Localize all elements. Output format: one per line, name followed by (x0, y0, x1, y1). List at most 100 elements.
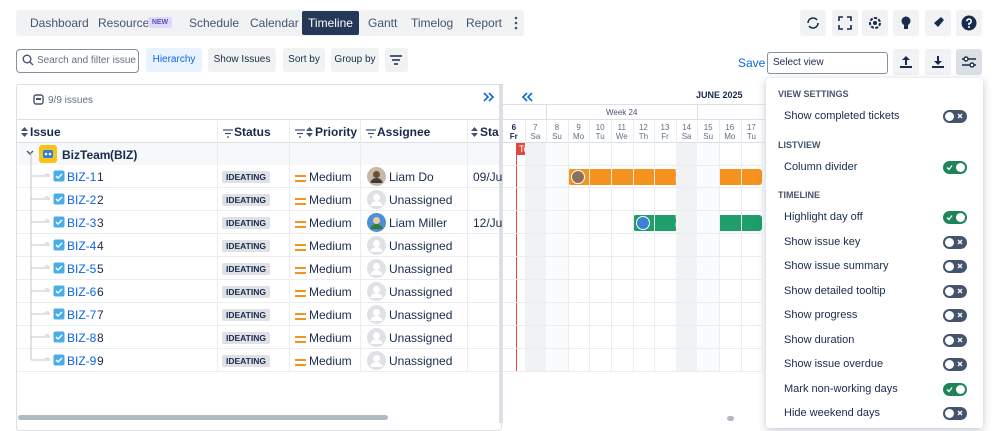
section-title: TIMELINE (778, 190, 820, 200)
setting-label: Column divider (784, 160, 858, 173)
tab[interactable]: Calendar (250, 16, 299, 30)
timeline-scrollbar[interactable] (727, 416, 734, 421)
issue-summary[interactable]: 3 (97, 216, 104, 230)
column-header[interactable]: Priority (315, 125, 358, 139)
tab[interactable]: Timeline (308, 16, 353, 30)
back-icon[interactable] (522, 92, 534, 102)
issue-summary[interactable]: 4 (97, 239, 104, 253)
tab[interactable]: Timelog (411, 16, 454, 30)
weekend-shade (697, 143, 719, 372)
issue-summary[interactable]: 5 (97, 262, 104, 276)
search-box[interactable] (16, 49, 139, 73)
tab[interactable]: Resource (98, 16, 150, 30)
download-button[interactable] (925, 49, 951, 75)
save-link[interactable]: Save (738, 56, 766, 70)
toolbar-button[interactable]: Sort by (283, 48, 325, 72)
day-divider (719, 120, 720, 372)
fullscreen-button[interactable] (832, 10, 858, 36)
splitter[interactable] (499, 84, 503, 423)
column-header[interactable]: Assignee (377, 125, 431, 139)
bar[interactable] (568, 169, 762, 185)
status-badge: IDEATING (222, 286, 270, 298)
issue-summary[interactable]: 1 (97, 170, 104, 184)
nav-bar (16, 10, 524, 36)
toggle[interactable] (943, 382, 967, 396)
priority-icon (295, 195, 306, 205)
bar-avatar (571, 170, 585, 184)
priority: Medium (309, 170, 352, 184)
column-header[interactable]: Issue (30, 125, 61, 139)
priority-icon (295, 241, 306, 251)
list-scrollbar[interactable] (18, 415, 388, 420)
column-header[interactable]: Sta (480, 125, 499, 139)
toggle[interactable] (943, 309, 967, 322)
toggle[interactable] (943, 110, 967, 123)
tab[interactable]: Dashboard (30, 16, 89, 30)
announce-button[interactable] (925, 10, 951, 36)
settings-button[interactable] (862, 10, 888, 36)
search-placeholder: Search and filter issue (37, 55, 136, 66)
issue-key[interactable]: BIZ-4 (67, 239, 97, 253)
team-icon (39, 145, 57, 163)
priority-icon (295, 172, 306, 182)
toolbar-button[interactable]: Show Issues (208, 48, 276, 72)
tab[interactable]: Report (466, 16, 503, 30)
issue-type-icon (53, 239, 65, 251)
assignee: Unassigned (389, 239, 453, 253)
issue-summary[interactable]: 7 (97, 308, 104, 322)
view-select[interactable] (767, 52, 888, 74)
issue-summary[interactable]: 8 (97, 331, 104, 345)
collapse-icon[interactable] (26, 150, 34, 156)
toggle[interactable] (943, 211, 967, 224)
issue-key[interactable]: BIZ-2 (67, 193, 97, 207)
toggle[interactable] (943, 160, 967, 174)
today-line (516, 143, 517, 372)
toggle[interactable] (943, 260, 967, 273)
column-header[interactable]: Status (234, 125, 271, 139)
toggle[interactable] (943, 284, 967, 298)
issue-key[interactable]: BIZ-6 (67, 285, 97, 299)
view-settings-button[interactable] (956, 49, 982, 75)
export-button[interactable] (893, 49, 919, 75)
day-number: 15 (703, 123, 713, 132)
priority: Medium (309, 239, 352, 253)
tab[interactable]: Gantt (368, 16, 398, 30)
issue-key[interactable]: BIZ-3 (67, 216, 97, 230)
day-divider (654, 120, 656, 372)
issue-key[interactable]: BIZ-8 (67, 331, 97, 345)
help-button[interactable] (956, 10, 982, 36)
toggle[interactable] (943, 407, 967, 420)
search-icon (22, 54, 34, 66)
issue-key[interactable]: BIZ-5 (67, 262, 97, 276)
avatar (367, 190, 386, 209)
week-divider (697, 105, 698, 119)
setting-label: Show progress (784, 309, 858, 321)
status-badge: IDEATING (222, 263, 270, 275)
issue-key[interactable]: BIZ-9 (67, 354, 97, 368)
timeline-row-divider (503, 279, 766, 280)
tips-button[interactable] (893, 10, 919, 36)
issue-summary[interactable]: 2 (97, 193, 104, 207)
toggle[interactable] (943, 358, 967, 371)
refresh-button[interactable] (800, 10, 826, 36)
issue-summary[interactable]: 6 (97, 285, 104, 299)
expand-icon[interactable] (483, 92, 495, 102)
toolbar-button[interactable]: Group by (331, 48, 379, 72)
filter-button[interactable] (385, 48, 408, 72)
tab[interactable]: Schedule (189, 16, 240, 30)
assignee: Unassigned (389, 354, 453, 368)
issue-key[interactable]: BIZ-1 (67, 170, 97, 184)
toolbar-button[interactable]: Hierarchy (146, 48, 202, 72)
toggle[interactable] (943, 333, 967, 347)
row-divider (17, 279, 500, 280)
weekend-shade (546, 143, 568, 372)
issue-summary[interactable]: 9 (97, 354, 104, 368)
group-row (17, 143, 500, 165)
avatar (367, 305, 386, 324)
day-number: 12 (638, 123, 648, 132)
more-icon[interactable] (512, 15, 520, 31)
tab-active[interactable] (302, 11, 359, 35)
toggle[interactable] (943, 235, 967, 249)
issue-key[interactable]: BIZ-7 (67, 308, 97, 322)
tree-line (30, 176, 54, 202)
